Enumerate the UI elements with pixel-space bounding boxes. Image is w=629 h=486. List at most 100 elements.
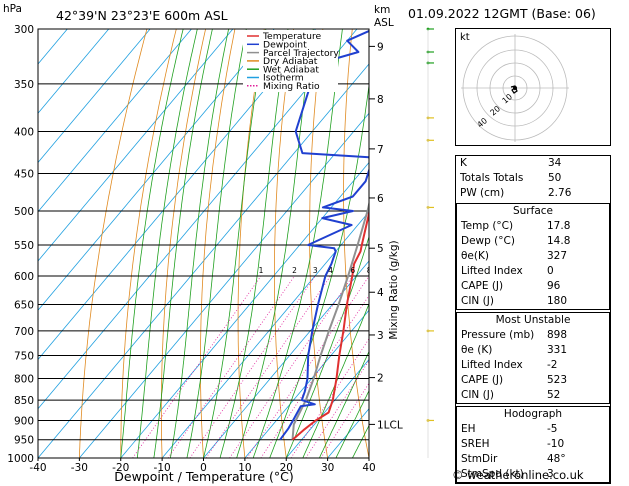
datetime-label: 01.09.2022 12GMT (Base: 06) (408, 6, 596, 21)
x-tick-label: 0 (200, 462, 207, 474)
hodograph-unit: kt (460, 32, 470, 43)
surface-label: CAPE (J) (461, 280, 504, 292)
dry-adiabat-line (120, 29, 177, 458)
legend-label: Parcel Trajectory (263, 48, 339, 59)
height-tick-label: 9 (377, 41, 384, 53)
most-unstable-label: θe (K) (461, 344, 493, 356)
x-axis-title: Dewpoint / Temperature (°C) (114, 469, 293, 484)
height-tick-label: 7 (377, 144, 384, 156)
surface-row: CAPE (J) 96 (457, 279, 609, 294)
pressure-tick-label: 550 (14, 240, 34, 252)
most-unstable-row: Pressure (mb) 898 (457, 328, 609, 343)
height-tick-label: 4 (377, 287, 384, 299)
mixing-ratio-label: 25 (434, 266, 444, 275)
dewpoint-line (279, 29, 369, 441)
hodograph-stat-row: EH -5 (457, 422, 609, 437)
wet-adiabat-line (136, 29, 198, 458)
hodograph-stat-label: SREH (461, 438, 490, 450)
surface-label: CIN (J) (461, 295, 494, 307)
isotherm-line (120, 161, 369, 458)
hodograph-stat-value: -5 (547, 423, 558, 435)
surface-label: Temp (°C) (461, 220, 514, 232)
mixing-ratio-label: 3 (313, 266, 318, 275)
height-tick-label: 8 (377, 94, 384, 106)
most-unstable-label: Pressure (mb) (461, 329, 535, 341)
pressure-tick-label: 1000 (7, 453, 34, 465)
isotherm-line (38, 29, 316, 361)
legend-label: Dry Adiabat (263, 56, 318, 67)
legend-label: Wet Adiabat (263, 64, 319, 75)
isotherm-line (38, 29, 110, 114)
mixing-ratio-line (229, 275, 354, 458)
surface-value: 0 (547, 265, 554, 277)
x-tick-label: 20 (280, 462, 293, 474)
most-unstable-value: 898 (547, 329, 568, 341)
index-row: K 34 (456, 156, 610, 171)
mixing-ratio-line (189, 275, 316, 458)
most-unstable-row: CAPE (J) 523 (457, 373, 609, 388)
plot-frame (37, 28, 370, 459)
pressure-tick-label: 350 (14, 79, 34, 91)
mixing-ratio-label: 4 (328, 266, 333, 275)
most-unstable-value: -2 (547, 359, 558, 371)
wet-adiabat-line (319, 350, 369, 458)
hodograph-stat-label: StmDir (461, 453, 498, 465)
index-label: Totals Totals (460, 172, 524, 184)
x-tick-label: 30 (321, 462, 334, 474)
index-value: 34 (548, 157, 562, 169)
dry-adiabat-line (237, 29, 265, 458)
height-tick-label: 1LCL (377, 419, 403, 431)
pressure-tick-label: 900 (14, 415, 34, 427)
surface-value: 96 (547, 280, 561, 292)
x-tick-label: -10 (154, 462, 171, 474)
surface-value: 180 (547, 295, 568, 307)
dry-adiabat-line (200, 29, 236, 458)
mixing-ratio-label: 8 (367, 266, 372, 275)
surface-row: CIN (J) 180 (457, 294, 609, 309)
dry-adiabat-line (408, 29, 451, 458)
most-unstable-label: CIN (J) (461, 389, 494, 401)
legend-label: Mixing Ratio (263, 81, 320, 92)
index-value: 50 (548, 172, 562, 184)
height-unit-label-2: ASL (374, 17, 394, 29)
hodograph-stat-row: StmDir 48° (457, 452, 609, 467)
most-unstable-row: CIN (J) 52 (457, 388, 609, 403)
wet-adiabat-line (120, 29, 184, 458)
mixing-ratio-label: 6 (350, 266, 355, 275)
pressure-unit-label: hPa (3, 3, 22, 15)
isotherm-line (38, 29, 234, 262)
surface-label: Lifted Index (461, 265, 523, 277)
hodograph-stat-value: 48° (547, 453, 566, 465)
isotherm-line (285, 358, 369, 458)
dry-adiabat-line (79, 29, 148, 458)
isotherm-line (203, 260, 369, 458)
hodograph-title: Hodograph (503, 408, 563, 420)
hodograph-stat-label: StmSpd (kt) (461, 468, 524, 480)
surface-row: Temp (°C) 17.8 (457, 219, 609, 234)
most-unstable-value: 331 (547, 344, 568, 356)
isotherm-line (38, 29, 275, 311)
pressure-tick-label: 300 (14, 24, 34, 36)
pressure-tick-label: 750 (14, 350, 34, 362)
x-tick-label: -40 (29, 462, 46, 474)
legend-label: Temperature (262, 31, 322, 42)
mixing-ratio-line (132, 275, 262, 458)
isotherm-line (38, 63, 369, 458)
index-row: PW (cm) 2.76 (456, 186, 610, 201)
isotherm-line (38, 29, 151, 164)
pressure-tick-label: 500 (14, 206, 34, 218)
index-row: Totals Totals 50 (456, 171, 610, 186)
x-tick-label: 10 (238, 462, 251, 474)
pressure-tick-label: 450 (14, 168, 34, 180)
index-label: PW (cm) (460, 187, 505, 199)
surface-row: Dewp (°C) 14.8 (457, 234, 609, 249)
dry-adiabat-line (274, 29, 294, 458)
surface-label: θe(K) (461, 250, 489, 262)
height-tick-label: 5 (377, 243, 384, 255)
hodograph-stat-row: SREH -10 (457, 437, 609, 452)
surface-section: Surface Temp (°C) 17.8 Dewp (°C) 14.8 θe(K) 3… (456, 203, 610, 310)
isotherm-line (161, 211, 369, 458)
height-tick-label: 2 (377, 373, 384, 385)
height-tick-label: 6 (377, 193, 384, 205)
